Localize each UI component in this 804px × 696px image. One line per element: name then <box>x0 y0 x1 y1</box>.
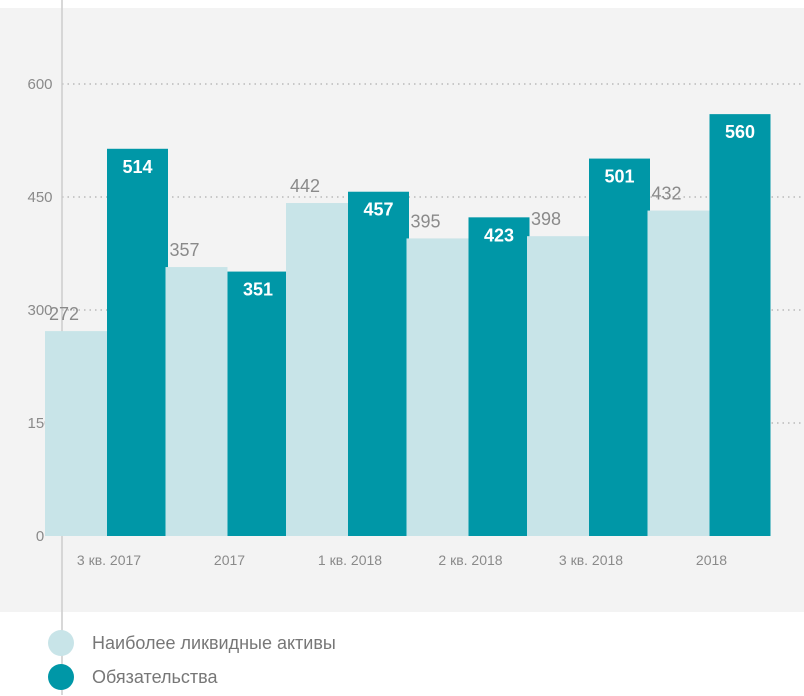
y-tick-label: 0 <box>36 528 44 545</box>
bar-liabilities <box>589 158 650 536</box>
data-label-liabilities: 351 <box>243 280 273 300</box>
legend-item-assets: Наиболее ликвидные активы <box>48 628 336 658</box>
x-tick-label: 3 кв. 2018 <box>559 552 623 568</box>
data-label-liabilities: 457 <box>363 200 393 220</box>
x-axis-ticks: 3 кв. 2017 2017 1 кв. 2018 2 кв. 2018 3 кв. … <box>77 552 727 568</box>
bars <box>45 114 771 536</box>
data-label-liabilities: 514 <box>122 157 152 177</box>
y-tick-label: 300 <box>27 302 52 319</box>
bar-assets <box>165 267 228 536</box>
data-label-liabilities: 501 <box>604 167 634 187</box>
bar-assets <box>45 331 107 536</box>
data-label-assets: 432 <box>651 184 681 204</box>
y-tick-label: 600 <box>27 76 52 93</box>
x-tick-label: 2 кв. 2018 <box>438 552 502 568</box>
y-tick-label: 450 <box>27 189 52 206</box>
legend-item-liabilities: Обязательства <box>48 662 336 692</box>
data-label-assets: 395 <box>410 211 440 231</box>
bar-assets <box>406 238 469 536</box>
data-label-liabilities: 560 <box>725 122 755 142</box>
legend: Наиболее ликвидные активы Обязательства <box>48 628 336 696</box>
x-tick-label: 2017 <box>214 552 245 568</box>
legend-swatch-assets <box>48 630 74 656</box>
bar-liabilities <box>227 271 289 536</box>
data-label-assets: 442 <box>290 176 320 196</box>
data-label-liabilities: 423 <box>484 225 514 245</box>
bar-liabilities <box>348 191 409 536</box>
legend-label-assets: Наиболее ликвидные активы <box>92 632 336 653</box>
x-tick-label: 3 кв. 2017 <box>77 552 141 568</box>
bar-liabilities <box>107 148 168 536</box>
bar-assets <box>527 236 589 536</box>
bar-liabilities <box>468 217 530 536</box>
bar-assets <box>647 210 710 536</box>
data-label-assets: 398 <box>531 209 561 229</box>
bar-assets <box>286 203 348 536</box>
x-tick-label: 1 кв. 2018 <box>318 552 382 568</box>
legend-swatch-liabilities <box>48 664 74 690</box>
x-tick-label: 2018 <box>696 552 727 568</box>
data-label-assets: 357 <box>169 240 199 260</box>
data-label-assets: 272 <box>49 304 79 324</box>
legend-label-liabilities: Обязательства <box>92 666 218 687</box>
bar-liabilities <box>709 114 771 536</box>
data-labels: 272 514 357 351 442 457 395 423 398 501 432 560 <box>49 122 755 324</box>
